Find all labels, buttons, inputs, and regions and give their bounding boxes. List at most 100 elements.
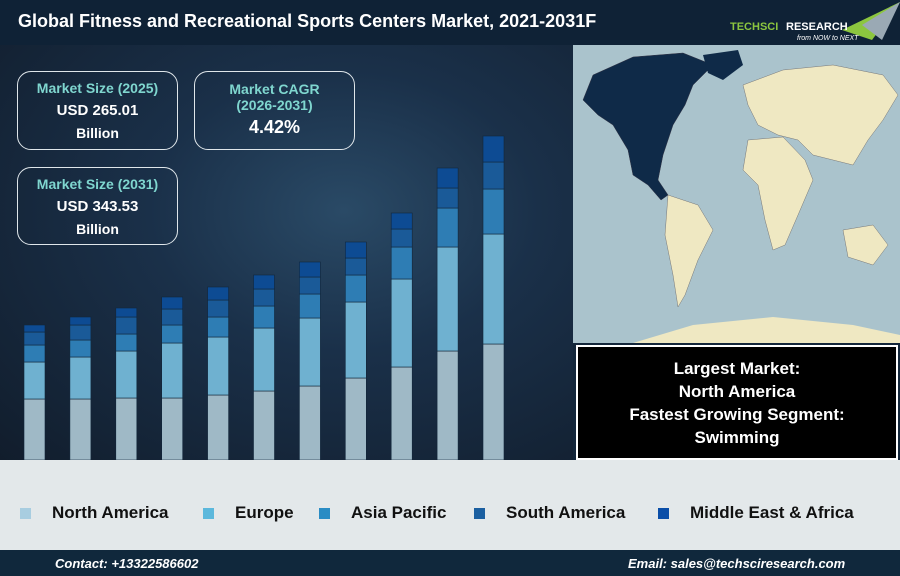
kpi-market-size-2031: Market Size (2031) USD 343.53 Billion: [17, 167, 178, 245]
page-title: Global Fitness and Recreational Sports C…: [18, 11, 597, 31]
bar-segment-north-america-2024: [161, 397, 183, 461]
bar-segment-north-america-2022: [69, 398, 92, 461]
bar-segment-north-america-2030F: [436, 350, 459, 461]
bar-segment-asia-pacific-2028F: [344, 274, 367, 303]
svg-text:from NOW to NEXT: from NOW to NEXT: [797, 35, 859, 42]
bar-segment-middle-east-africa-2030F: [436, 167, 459, 189]
legend-swatch: [20, 507, 31, 519]
bar-segment-north-america-2031F: [482, 343, 505, 461]
legend-swatch: [319, 507, 330, 519]
bar-segment-middle-east-africa-2028F: [344, 241, 367, 259]
kpi-label: Market CAGR (2026-2031): [229, 81, 320, 113]
legend-item-asia-pacific: Asia Pacific: [319, 503, 446, 523]
bar-segment-europe-2030F: [436, 246, 459, 352]
bar-segment-europe-2021: [23, 361, 46, 400]
bar-segment-middle-east-africa-2025: [207, 286, 229, 301]
kpi-label: Market Size (2025): [36, 80, 159, 96]
bar-segment-north-america-2029F: [390, 366, 413, 461]
bar-segment-asia-pacific-2026E: [253, 305, 275, 329]
bar-segment-europe-2026E: [253, 327, 275, 392]
techsci-logo: TECHSCI RESEARCH from NOW to NEXT: [730, 2, 900, 42]
bar-segment-south-america-2031F: [482, 161, 505, 190]
kpi-value: USD 343.53: [56, 198, 139, 215]
bar-segment-europe-2028F: [344, 301, 367, 379]
legend-item-north-america: North America: [20, 503, 169, 523]
bar-segment-north-america-2028F: [344, 377, 367, 461]
bar-segment-south-america-2025: [207, 299, 229, 318]
bar-segment-asia-pacific-2024: [161, 324, 183, 344]
greenland: [703, 50, 743, 80]
bar-segment-europe-2031F: [482, 233, 505, 345]
bar-segment-middle-east-africa-2021: [23, 324, 46, 333]
north-america-region: [582, 52, 714, 201]
bar-segment-asia-pacific-2022: [69, 339, 92, 358]
largest-market-label: Largest Market:: [673, 359, 801, 378]
bar-segment-south-america-2023: [115, 316, 138, 335]
bar-segment-north-america-2027F: [299, 385, 321, 461]
fastest-segment-value: Swimming: [694, 428, 780, 447]
svg-text:RESEARCH: RESEARCH: [786, 21, 848, 33]
legend-swatch: [203, 507, 214, 519]
europe-asia: [742, 64, 899, 166]
legend-label: Europe: [235, 503, 294, 522]
bar-segment-middle-east-africa-2031F: [482, 135, 505, 163]
bar-segment-middle-east-africa-2029F: [390, 212, 413, 230]
legend-swatch: [658, 507, 669, 519]
bar-segment-south-america-2027F: [299, 276, 321, 295]
highlights-callout: Largest Market: North America Fastest Gr…: [576, 345, 898, 460]
bar-segment-europe-2022: [69, 356, 92, 400]
largest-market-value: North America: [678, 382, 796, 401]
bar-segment-south-america-2030F: [436, 187, 459, 209]
bar-segment-asia-pacific-2030F: [436, 207, 459, 248]
bar-segment-asia-pacific-2021: [23, 344, 46, 363]
fastest-segment-label: Fastest Growing Segment:: [629, 405, 845, 424]
bar-segment-north-america-2025: [207, 394, 229, 461]
bar-segment-europe-2027F: [299, 317, 321, 387]
kpi-market-size-2025: Market Size (2025) USD 265.01 Billion: [17, 71, 178, 150]
bar-segment-middle-east-africa-2022: [69, 316, 92, 326]
bar-segment-europe-2025: [207, 336, 229, 396]
bar-segment-south-america-2021: [23, 331, 46, 346]
bar-segment-south-america-2024: [161, 308, 183, 326]
kpi-cagr: Market CAGR (2026-2031) 4.42%: [194, 71, 355, 150]
bar-segment-middle-east-africa-2024: [161, 296, 183, 310]
bar-segment-north-america-2023: [115, 397, 138, 461]
header: Global Fitness and Recreational Sports C…: [0, 0, 900, 45]
bar-segment-asia-pacific-2027F: [299, 293, 321, 319]
bar-segment-middle-east-africa-2023: [115, 307, 138, 318]
bar-segment-asia-pacific-2025: [207, 316, 229, 338]
legend-label: Middle East & Africa: [690, 503, 854, 522]
bar-segment-asia-pacific-2029F: [390, 246, 413, 280]
bar-segment-south-america-2028F: [344, 257, 367, 276]
bar-segment-europe-2023: [115, 350, 138, 399]
bar-segment-south-america-2022: [69, 324, 92, 341]
bar-segment-asia-pacific-2031F: [482, 188, 505, 235]
africa: [742, 136, 814, 251]
kpi-unit: Billion: [76, 125, 119, 141]
bar-segment-north-america-2026E: [253, 390, 275, 461]
bar-segment-middle-east-africa-2027F: [299, 261, 321, 278]
svg-text:TECHSCI: TECHSCI: [730, 21, 778, 33]
world-map: [573, 45, 900, 343]
bar-segment-asia-pacific-2023: [115, 333, 138, 352]
kpi-value: USD 265.01: [56, 102, 139, 119]
legend-label: North America: [52, 503, 169, 522]
kpi-label: Market Size (2031): [36, 176, 159, 192]
chart-legend: North America Europe Asia Pacific South …: [0, 460, 900, 550]
bar-segment-europe-2029F: [390, 278, 413, 368]
bar-segment-europe-2024: [161, 342, 183, 399]
bar-segment-middle-east-africa-2026E: [253, 274, 275, 290]
legend-label: Asia Pacific: [351, 503, 447, 522]
contact-email: Email: sales@techsciresearch.com: [628, 556, 846, 571]
legend-swatch: [474, 507, 485, 519]
antarctica: [633, 317, 900, 343]
legend-item-europe: Europe: [203, 503, 294, 523]
legend-label: South America: [506, 503, 626, 522]
south-america: [664, 194, 714, 308]
kpi-value: 4.42%: [248, 117, 301, 137]
australia: [842, 224, 889, 266]
bar-segment-south-america-2026E: [253, 288, 275, 307]
legend-item-middle-east-africa: Middle East & Africa: [658, 503, 854, 523]
contact-phone: Contact: +13322586602: [55, 556, 199, 571]
kpi-unit: Billion: [76, 221, 119, 237]
